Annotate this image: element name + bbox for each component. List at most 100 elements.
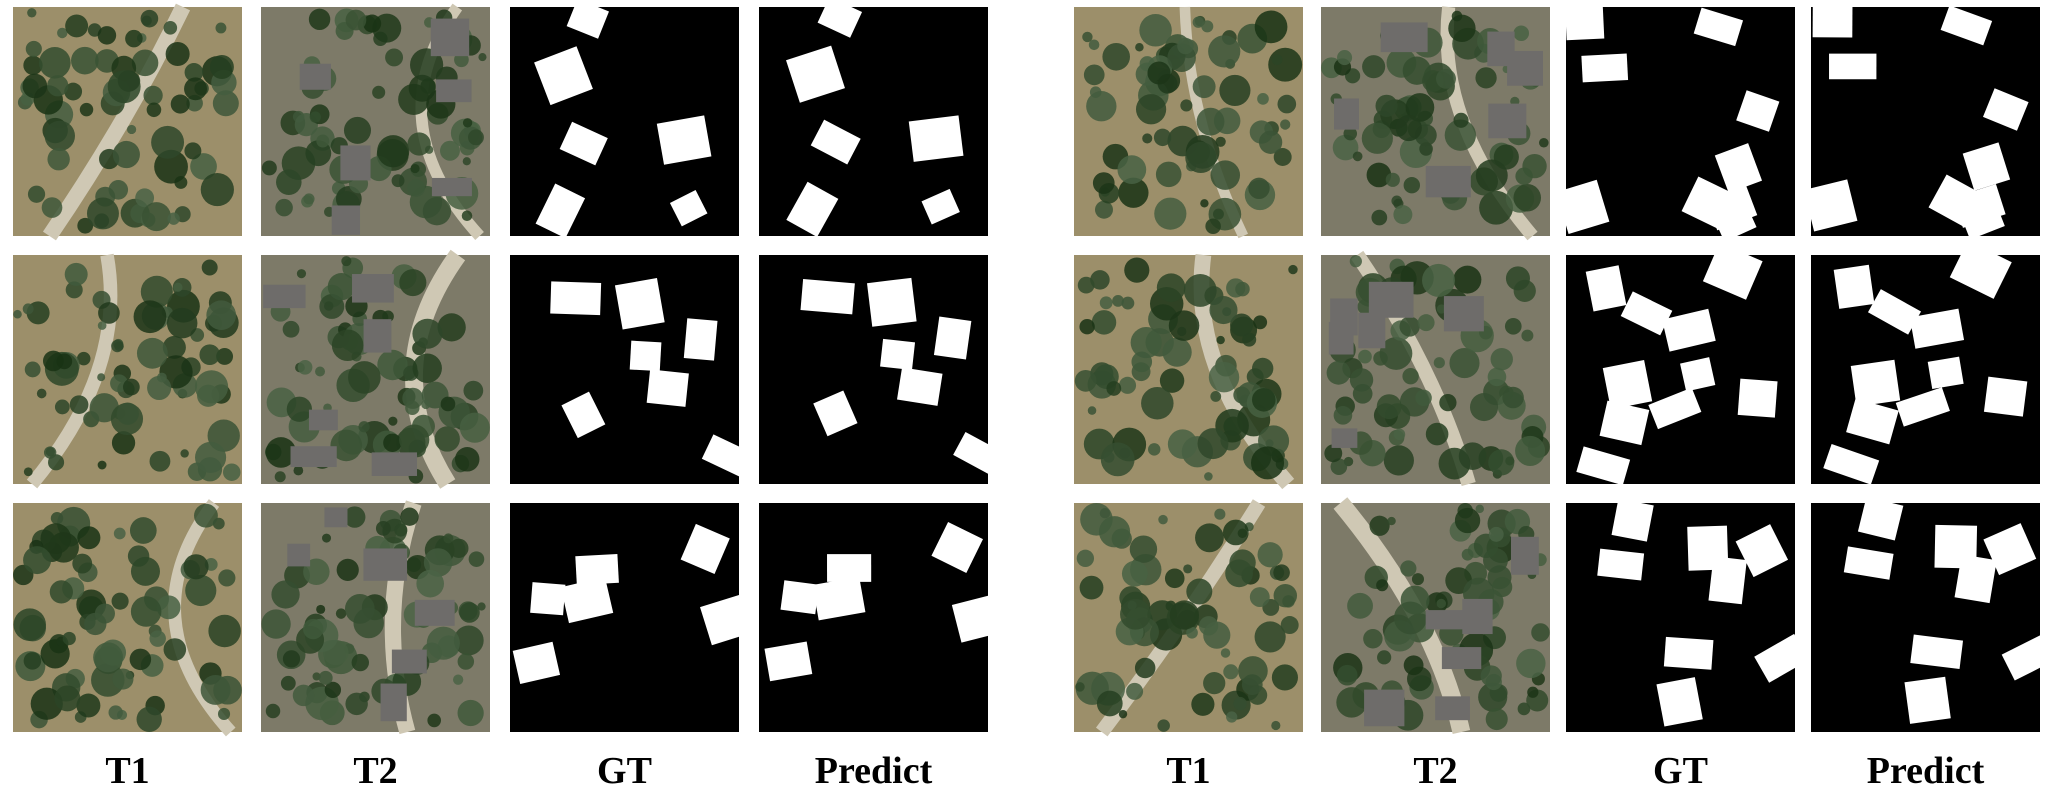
tree	[195, 370, 228, 403]
tree	[1117, 155, 1146, 184]
tree	[223, 463, 241, 481]
building-mask	[827, 554, 871, 582]
tree	[1141, 387, 1174, 420]
tree	[1203, 672, 1225, 694]
tree	[463, 118, 472, 127]
house-roof	[436, 79, 471, 102]
tree	[1204, 472, 1213, 481]
tree	[1394, 429, 1406, 441]
tree	[413, 354, 442, 383]
tree	[372, 86, 385, 99]
tree	[210, 55, 234, 79]
tree	[1157, 719, 1169, 731]
tree	[1386, 173, 1400, 187]
tree	[303, 619, 323, 639]
mask-image	[1566, 499, 1809, 732]
tree	[1259, 131, 1282, 154]
tree	[1418, 314, 1435, 331]
house-roof	[290, 446, 336, 467]
tree	[402, 388, 423, 409]
tree	[1491, 348, 1513, 370]
tree	[13, 310, 22, 319]
tree	[23, 303, 34, 314]
tree	[1350, 368, 1373, 391]
tree	[1449, 348, 1479, 378]
tree	[27, 8, 36, 17]
tree	[383, 434, 401, 452]
tree	[1135, 658, 1156, 679]
building-mask	[909, 115, 964, 161]
house-roof	[1364, 690, 1404, 727]
tree	[385, 48, 403, 66]
tree	[1358, 350, 1372, 364]
tree	[315, 366, 325, 376]
house-roof	[1381, 22, 1428, 52]
tree	[1158, 515, 1167, 524]
tree	[1436, 69, 1456, 89]
tree	[410, 164, 419, 173]
tree	[463, 381, 483, 401]
tree	[1106, 381, 1121, 396]
tree	[157, 373, 167, 383]
building-mask	[1813, 0, 1853, 38]
tree	[388, 417, 397, 426]
tree	[1169, 310, 1200, 341]
building-mask	[630, 341, 662, 371]
house-roof	[1442, 647, 1481, 669]
satellite-image	[1074, 7, 1303, 236]
tree	[1462, 549, 1474, 561]
building-mask	[647, 369, 689, 406]
tree	[1253, 315, 1267, 329]
satellite-image	[13, 255, 242, 484]
building-mask	[1829, 54, 1876, 80]
house-roof	[364, 319, 392, 352]
tree	[87, 197, 119, 229]
tree	[1084, 65, 1105, 86]
tree	[1122, 561, 1148, 587]
tree	[1235, 282, 1249, 296]
tree	[218, 569, 235, 586]
tree	[134, 300, 167, 333]
tree	[1470, 393, 1498, 421]
mask-image	[1811, 497, 2050, 732]
tree	[1337, 50, 1352, 65]
tree	[316, 135, 329, 148]
tree	[183, 554, 208, 579]
tree	[1205, 219, 1221, 235]
tree	[1274, 584, 1297, 607]
tree	[427, 627, 460, 660]
tree	[184, 77, 207, 100]
tree	[142, 202, 171, 231]
tree	[1209, 296, 1237, 324]
tree	[337, 559, 359, 581]
tree	[125, 30, 142, 47]
tree	[1436, 599, 1446, 609]
tree	[407, 132, 430, 155]
tree	[1396, 115, 1422, 141]
tree	[201, 173, 234, 206]
tree	[1527, 687, 1538, 698]
tree	[275, 471, 286, 482]
tree	[1531, 623, 1549, 641]
tree	[1258, 542, 1283, 567]
tree	[77, 526, 100, 549]
tree	[13, 608, 46, 641]
tree	[416, 570, 444, 598]
tree	[1142, 133, 1152, 143]
mask-image	[510, 255, 757, 484]
column-label: T1	[1166, 750, 1210, 792]
tree	[1092, 310, 1116, 334]
tree	[1347, 593, 1373, 619]
tree	[478, 53, 486, 61]
tree	[1216, 336, 1224, 344]
tree	[1082, 32, 1092, 42]
building-mask	[1851, 360, 1900, 407]
tree	[206, 300, 236, 330]
tree	[1177, 38, 1193, 54]
tree	[1488, 368, 1507, 387]
tree	[1453, 266, 1481, 294]
tree	[114, 528, 126, 540]
tree	[341, 256, 351, 266]
tree	[184, 142, 201, 159]
tree	[1102, 43, 1130, 71]
